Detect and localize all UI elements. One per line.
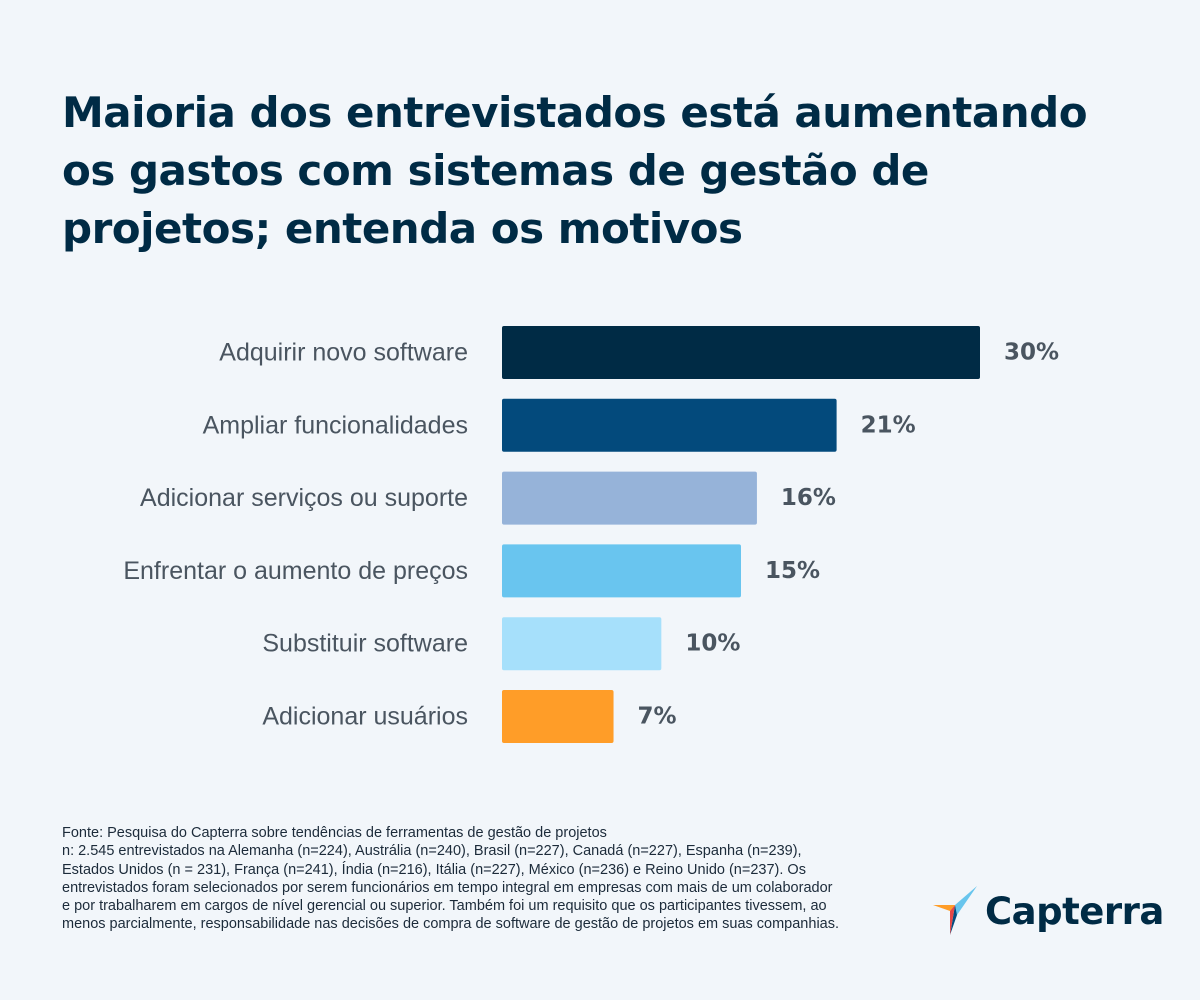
category-label-3: Adicionar serviços ou suporte — [140, 484, 468, 512]
value-label-6: 7% — [638, 704, 677, 730]
value-label-2: 21% — [861, 412, 916, 438]
capterra-logo-icon — [933, 886, 977, 935]
logo-mark-red — [950, 905, 955, 935]
value-label-5: 10% — [685, 631, 740, 657]
category-label-4: Enfrentar o aumento de preços — [123, 557, 468, 585]
bar-5 — [502, 617, 662, 671]
chart-title: Maioria dos entrevistados está aumentand… — [62, 88, 1088, 253]
logo-mark-darkblue — [950, 905, 957, 935]
bar-4 — [502, 544, 741, 598]
category-label-6: Adicionar usuários — [262, 703, 468, 731]
value-label-1: 30% — [1004, 340, 1059, 366]
logo-mark-lightblue — [955, 886, 977, 915]
bar-6 — [502, 690, 614, 743]
capterra-logo-text: Capterra — [985, 889, 1164, 933]
category-label-1: Adquirir novo software — [219, 339, 468, 367]
bar-chart: Adquirir novo software 30% Ampliar funcion… — [123, 326, 1059, 743]
footnote: Fonte: Pesquisa do Capterra sobre tendên… — [62, 824, 842, 934]
footnote-sample: n: 2.545 entrevistados na Alemanha (n=22… — [62, 843, 840, 933]
bar-3 — [502, 471, 757, 525]
bar-2 — [502, 398, 837, 452]
value-label-4: 15% — [765, 558, 820, 584]
logo-mark-orange — [933, 905, 955, 911]
value-label-3: 16% — [781, 485, 836, 511]
category-label-5: Substituir software — [262, 630, 468, 658]
category-label-2: Ampliar funcionalidades — [203, 411, 468, 439]
capterra-logo: Capterra — [933, 886, 1164, 936]
bar-1 — [502, 326, 980, 379]
footnote-source: Fonte: Pesquisa do Capterra sobre tendên… — [62, 825, 607, 841]
